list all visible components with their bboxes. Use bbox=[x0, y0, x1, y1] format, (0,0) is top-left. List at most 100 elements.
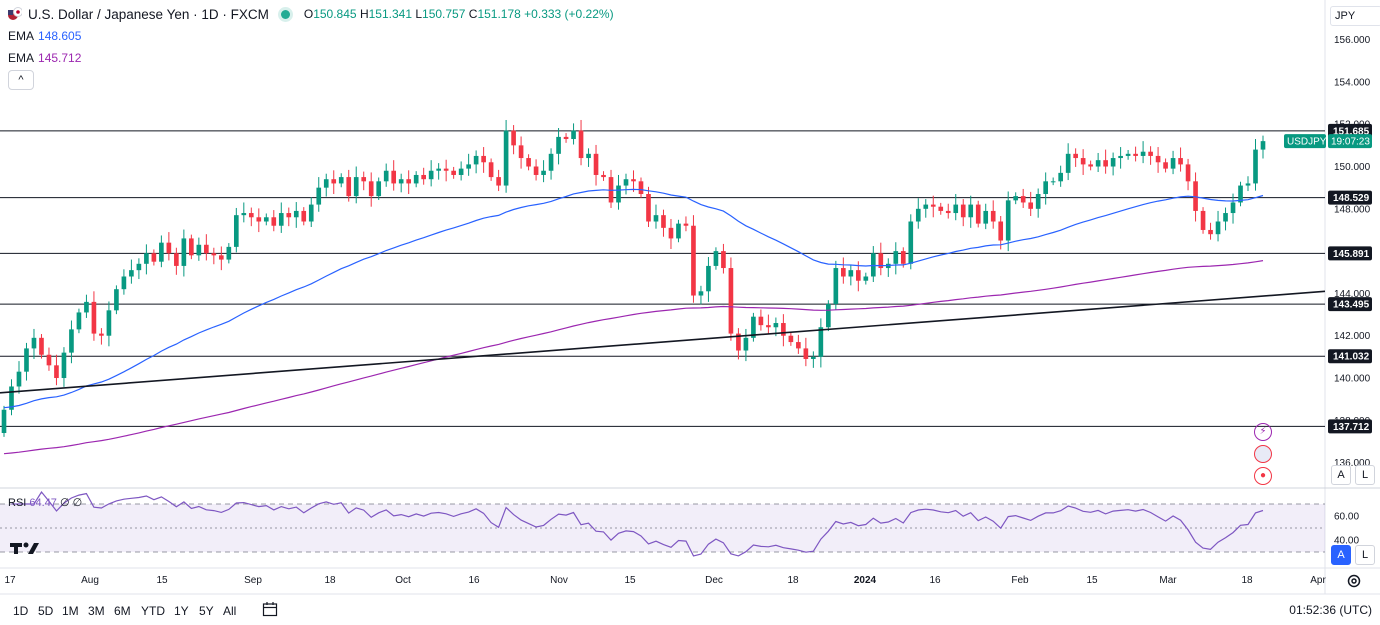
candle-body bbox=[930, 204, 936, 207]
time-tick-label: Sep bbox=[244, 575, 262, 586]
range-button-1d[interactable]: 1D bbox=[13, 604, 29, 618]
candle-body bbox=[638, 181, 644, 195]
price-tick-label: 150.000 bbox=[1334, 162, 1371, 173]
candle-body bbox=[646, 194, 651, 222]
candle-body bbox=[863, 276, 869, 281]
timezone-clock[interactable]: 01:52:36 (UTC) bbox=[1289, 603, 1372, 617]
rsi-tick-label: 60.00 bbox=[1334, 512, 1359, 523]
candle-body bbox=[1073, 153, 1078, 159]
candle-body bbox=[233, 215, 239, 247]
candle-body bbox=[151, 253, 157, 262]
time-tick-label: Feb bbox=[1011, 575, 1029, 586]
time-tick-label: Aug bbox=[81, 575, 99, 586]
candle-body bbox=[1095, 160, 1101, 167]
candle-body bbox=[826, 303, 831, 328]
candle-body bbox=[878, 253, 884, 269]
candle-body bbox=[653, 215, 659, 222]
range-button-5y[interactable]: 5Y bbox=[199, 604, 214, 618]
candle-body bbox=[751, 316, 756, 338]
candle-body bbox=[166, 242, 172, 254]
rsi-log-scale-button[interactable]: L bbox=[1355, 545, 1375, 565]
candle-body bbox=[623, 179, 629, 186]
candle-body bbox=[533, 166, 539, 175]
candle-body bbox=[121, 276, 127, 290]
candle-body bbox=[803, 348, 809, 359]
candle-body bbox=[983, 210, 989, 224]
gear-icon[interactable] bbox=[1346, 573, 1362, 589]
currency-selector[interactable]: JPY bbox=[1330, 6, 1380, 26]
candle-body bbox=[1005, 200, 1011, 241]
candle-body bbox=[736, 333, 741, 351]
price-tick-label: 142.000 bbox=[1334, 331, 1371, 342]
candle-body bbox=[54, 365, 59, 379]
candle-body bbox=[226, 246, 232, 260]
lightning-icon[interactable]: ⚡ bbox=[1254, 423, 1272, 441]
range-button-5d[interactable]: 5D bbox=[38, 604, 54, 618]
rsi-legend[interactable]: RSI 64.47 ∅ ∅ bbox=[8, 497, 83, 509]
live-dot-icon bbox=[280, 9, 290, 19]
candle-body bbox=[503, 130, 509, 186]
candle-body bbox=[196, 244, 202, 256]
candle-body bbox=[308, 204, 314, 222]
time-tick-label: 18 bbox=[1241, 575, 1253, 586]
candle-body bbox=[855, 270, 861, 281]
auto-scale-button[interactable]: A bbox=[1331, 465, 1351, 485]
candle-body bbox=[676, 223, 681, 239]
candle-body bbox=[1230, 202, 1236, 214]
candle-body bbox=[391, 170, 397, 184]
candle-body bbox=[683, 223, 689, 226]
collapse-legend-button[interactable]: ^ bbox=[8, 70, 34, 90]
ema-fast-legend[interactable]: EMA 148.605 bbox=[8, 29, 82, 43]
candle-body bbox=[668, 227, 674, 239]
level-price-label: 148.529 bbox=[1333, 193, 1370, 204]
candle-body bbox=[1035, 194, 1041, 209]
candle-body bbox=[811, 356, 816, 359]
candle-body bbox=[1185, 164, 1191, 182]
range-button-all[interactable]: All bbox=[223, 604, 237, 618]
candle-body bbox=[781, 323, 786, 336]
candle-body bbox=[361, 177, 367, 182]
candle-body bbox=[953, 204, 959, 214]
level-price-label: 141.032 bbox=[1333, 352, 1370, 363]
candle-body bbox=[511, 130, 516, 146]
level-price-label: 145.891 bbox=[1333, 249, 1370, 260]
candle-body bbox=[968, 204, 974, 218]
price-tick-label: 154.000 bbox=[1334, 77, 1371, 88]
range-button-6m[interactable]: 6M bbox=[114, 604, 131, 618]
range-button-1m[interactable]: 1M bbox=[62, 604, 79, 618]
candle-body bbox=[1080, 158, 1086, 165]
candle-body bbox=[69, 329, 74, 353]
level-price-tag bbox=[1328, 297, 1372, 312]
time-tick-label: 2024 bbox=[854, 575, 877, 586]
candle-body bbox=[496, 177, 501, 186]
candle-body bbox=[398, 179, 404, 184]
range-button-ytd[interactable]: YTD bbox=[141, 604, 165, 618]
candle-body bbox=[1163, 162, 1168, 169]
ema-slow-legend[interactable]: EMA 145.712 bbox=[8, 51, 82, 65]
price-tick-label: 136.000 bbox=[1334, 458, 1371, 469]
time-tick-label: Apr bbox=[1310, 575, 1326, 586]
symbol-title[interactable]: U.S. Dollar / Japanese Yen · 1D · FXCM bbox=[28, 6, 269, 22]
log-scale-button[interactable]: L bbox=[1355, 465, 1375, 485]
candle-body bbox=[263, 217, 269, 222]
rsi-auto-scale-button[interactable]: A bbox=[1331, 545, 1351, 565]
range-button-1y[interactable]: 1Y bbox=[174, 604, 189, 618]
candle-body bbox=[99, 333, 104, 336]
candle-body bbox=[870, 253, 876, 277]
rsi-tick-label: 40.00 bbox=[1334, 536, 1359, 547]
candle-body bbox=[204, 244, 209, 254]
candle-body bbox=[728, 268, 734, 334]
us-flag-icon[interactable] bbox=[1254, 445, 1272, 463]
candle-body bbox=[938, 206, 944, 211]
candle-body bbox=[706, 265, 711, 292]
range-button-3m[interactable]: 3M bbox=[88, 604, 105, 618]
candle-body bbox=[698, 291, 704, 296]
candle-body bbox=[323, 179, 329, 188]
candle-body bbox=[144, 253, 149, 264]
record-icon[interactable]: ● bbox=[1254, 467, 1272, 485]
calendar-icon[interactable] bbox=[262, 601, 278, 620]
candle-body bbox=[346, 177, 352, 197]
ema-slow-line bbox=[3, 260, 1264, 455]
candle-body bbox=[1193, 181, 1198, 211]
